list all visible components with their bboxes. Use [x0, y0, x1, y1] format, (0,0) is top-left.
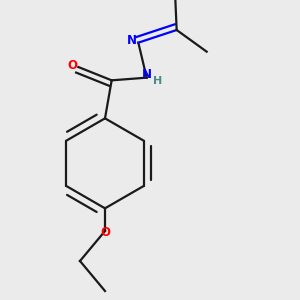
Text: O: O: [100, 226, 110, 239]
Text: N: N: [127, 34, 137, 46]
Text: H: H: [153, 76, 162, 86]
Text: O: O: [67, 59, 77, 72]
Text: N: N: [142, 68, 152, 82]
